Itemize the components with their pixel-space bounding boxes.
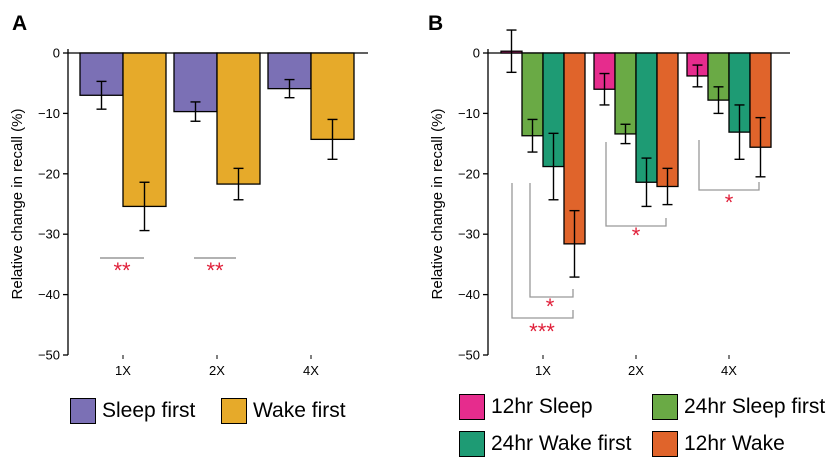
y-tick-label: −30 (38, 227, 60, 242)
legend-item: 24hr Sleep first (652, 394, 825, 420)
y-tick-label: −40 (38, 287, 60, 302)
legend-item: 24hr Wake first (459, 431, 631, 457)
legend-swatch (70, 398, 96, 424)
legend-item: 12hr Sleep (459, 394, 593, 420)
y-tick-label: 0 (53, 46, 60, 61)
panel-label: B (428, 12, 443, 35)
y-tick-label: −30 (458, 227, 480, 242)
y-tick-label: −50 (458, 348, 480, 363)
significance-bracket (511, 183, 574, 319)
x-tick-label: 2X (209, 363, 225, 378)
legend-swatch (459, 394, 485, 420)
legend-swatch (459, 431, 485, 457)
legend-item: Wake first (221, 398, 346, 424)
y-tick-label: −50 (38, 348, 60, 363)
bar (122, 52, 167, 208)
legend-item: Sleep first (70, 398, 195, 424)
significance-label: *** (529, 319, 555, 344)
significance-label: * (632, 223, 641, 248)
panel-label: A (12, 12, 27, 35)
y-axis-label: Relative change in recall (%) (429, 109, 446, 300)
significance-label: ** (113, 258, 131, 283)
x-tick-label: 1X (535, 363, 551, 378)
y-tick-label: −20 (38, 166, 60, 181)
x-tick-label: 4X (303, 363, 319, 378)
bar (216, 52, 261, 185)
x-tick-label: 2X (628, 363, 644, 378)
legend-item: 12hr Wake (652, 431, 785, 457)
y-tick-label: −20 (458, 166, 480, 181)
panel-a: A Relative change in recall (%) 0 −10 −20 −30… (9, 12, 368, 378)
y-tick-label: 0 (473, 46, 480, 61)
legend-swatch (652, 431, 678, 457)
y-tick-label: −40 (458, 287, 480, 302)
significance-bracket (698, 140, 760, 191)
y-axis-label: Relative change in recall (%) (9, 109, 26, 300)
legend-label: 24hr Sleep first (684, 395, 826, 418)
legend-swatch (221, 398, 247, 424)
x-tick-label: 1X (115, 363, 131, 378)
significance-label: * (725, 190, 734, 215)
x-tick-label: 4X (721, 363, 737, 378)
bar (614, 52, 637, 135)
legend-label: 12hr Sleep (491, 395, 593, 418)
legend-label: Wake first (253, 399, 346, 422)
significance-bracket (529, 183, 574, 298)
significance-label: ** (206, 258, 224, 283)
panel-b: B Relative change in recall (%) 0 −10 −20 −30… (428, 12, 790, 378)
y-tick-label: −10 (458, 106, 480, 121)
legend-label: 12hr Wake (684, 432, 785, 455)
legend-label: Sleep first (102, 399, 196, 422)
significance-label: * (546, 294, 555, 319)
legend-label: 24hr Wake first (491, 432, 632, 455)
significance-bracket (605, 142, 667, 227)
y-tick-label: −10 (38, 106, 60, 121)
legend-swatch (652, 394, 678, 420)
bar (656, 52, 679, 188)
